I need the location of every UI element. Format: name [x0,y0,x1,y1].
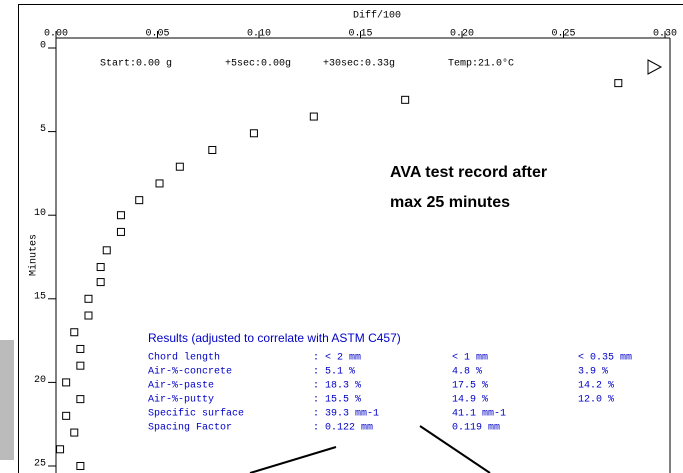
data-point [96,278,105,287]
results-cell: : 0.122 mm [313,423,373,434]
header-text: Start:0.00 g [100,59,172,70]
results-cell: Air-%-concrete [148,366,232,378]
results-cell: Air-%-paste [148,380,214,392]
x-tick-label: 0.20 [450,29,474,40]
data-point [76,462,85,470]
end-marker [647,59,663,75]
data-point [401,95,410,104]
x-tick-label: 0.10 [247,29,271,40]
header-text: Temp:21.0°C [448,58,514,70]
results-cell: : 5.1 % [313,367,355,378]
background-fragment [0,340,14,460]
x-tick-label: 0.00 [44,29,68,40]
data-point [62,411,71,420]
data-point [116,211,125,220]
results-cell: 0.119 mm [452,423,500,434]
x-tick-label: 0.15 [348,29,372,40]
results-cell: : 39.3 mm-1 [313,409,379,420]
y-tick-label: 25 [34,459,46,470]
x-axis-label: Diff/100 [353,10,401,22]
pointer-line [249,446,337,473]
results-cell: < 0.35 mm [578,353,632,364]
y-tick-label: 10 [34,208,46,219]
y-tick-label: 15 [34,291,46,302]
x-tick-label: 0.05 [145,29,169,40]
frame [18,4,683,473]
results-cell: Specific surface [148,408,244,420]
y-tick-label: 5 [40,124,46,135]
results-cell: 4.8 % [452,367,482,378]
data-point [76,361,85,370]
data-point [614,79,623,88]
results-cell: 12.0 % [578,395,614,406]
annotation: AVA test record after [390,164,547,181]
data-point [116,227,125,236]
results-cell: Chord length [148,352,220,364]
header-text: +5sec:0.00g [225,59,291,70]
data-point [62,378,71,387]
y-tick-label: 20 [34,375,46,386]
results-cell: : 15.5 % [313,395,361,406]
data-point [249,129,258,138]
results-cell: : 18.3 % [313,381,361,392]
data-point [208,145,217,154]
data-point [70,328,79,337]
results-title: Results (adjusted to correlate with ASTM… [148,331,401,345]
header-text: +30sec:0.33g [323,59,395,70]
results-cell: < 1 mm [452,353,488,364]
data-point [135,196,144,205]
data-point [76,395,85,404]
x-tick-label: 0.25 [551,29,575,40]
x-tick-label: 0.30 [653,29,677,40]
data-point [309,112,318,121]
data-point [84,294,93,303]
results-cell: 14.9 % [452,395,488,406]
data-point [76,344,85,353]
data-point [175,162,184,171]
data-point [56,445,65,454]
results-cell: Spacing Factor [148,422,232,434]
results-cell: 3.9 % [578,367,608,378]
data-point [155,179,164,188]
annotation: max 25 minutes [390,194,510,211]
data-point [84,311,93,320]
pointer-line [419,425,491,473]
y-tick-label: 0 [40,41,46,52]
results-cell: 14.2 % [578,381,614,392]
data-point [96,263,105,272]
y-axis-label: Minutes [28,234,40,276]
results-cell: : < 2 mm [313,353,361,364]
results-cell: Air-%-putty [148,394,214,406]
data-point [70,428,79,437]
results-cell: 17.5 % [452,381,488,392]
results-cell: 41.1 mm-1 [452,409,506,420]
data-point [102,246,111,255]
